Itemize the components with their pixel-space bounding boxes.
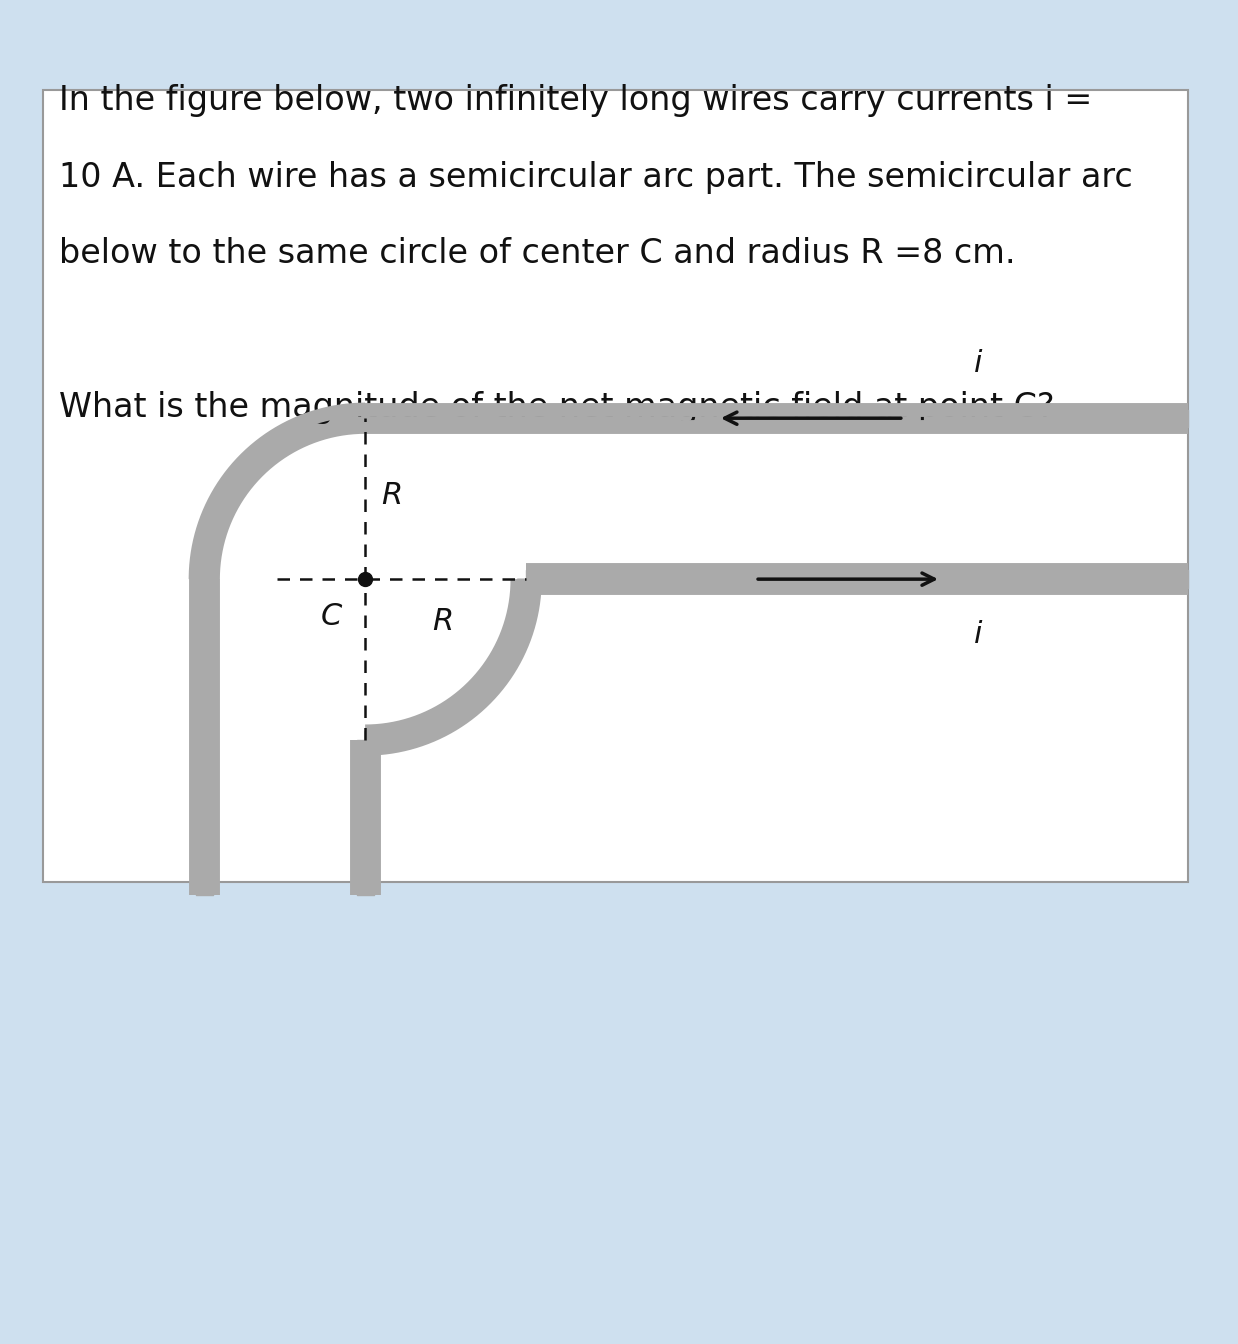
Bar — [43, 90, 1188, 883]
Text: below to the same circle of center C and radius R =8 cm.: below to the same circle of center C and… — [59, 238, 1016, 270]
Polygon shape — [196, 410, 365, 579]
Text: 10 A. Each wire has a semicircular arc part. The semicircular arc: 10 A. Each wire has a semicircular arc p… — [59, 161, 1133, 194]
Text: $R$: $R$ — [432, 606, 453, 637]
Text: $i$: $i$ — [973, 618, 983, 649]
Text: What is the magnitude of the net magnetic field at point C?: What is the magnitude of the net magneti… — [59, 391, 1055, 423]
Text: $C$: $C$ — [319, 601, 343, 633]
Polygon shape — [365, 579, 535, 749]
Text: $i$: $i$ — [973, 348, 983, 379]
Text: $R$: $R$ — [381, 480, 401, 511]
Text: In the figure below, two infinitely long wires carry currents i =: In the figure below, two infinitely long… — [59, 83, 1093, 117]
